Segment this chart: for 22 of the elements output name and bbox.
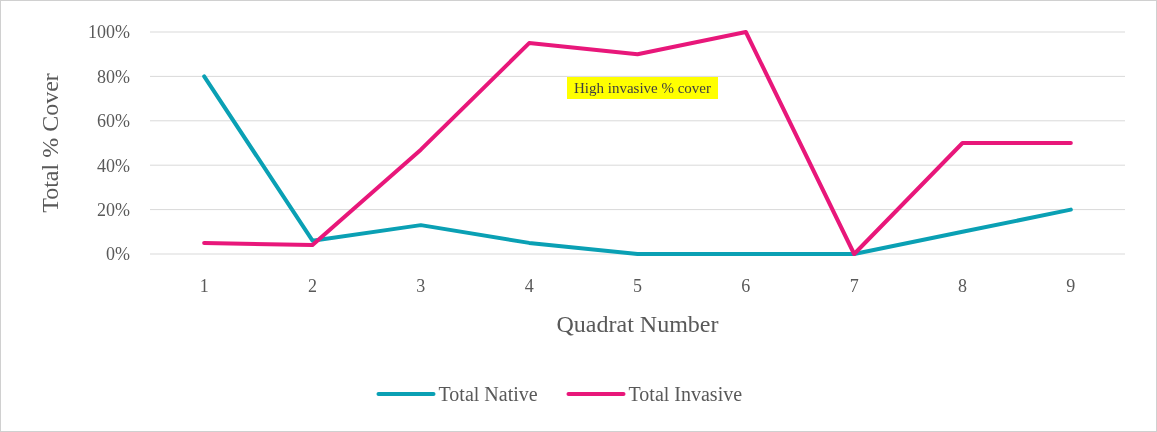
x-tick-label: 3 xyxy=(416,276,426,296)
y-tick-label: 20% xyxy=(97,199,130,220)
legend-label: Total Invasive xyxy=(628,383,743,405)
line-series xyxy=(202,74,1073,256)
annotation: High invasive % cover xyxy=(573,80,712,97)
legend-label: Total Native xyxy=(438,383,538,405)
y-axis-title: Total % Cover xyxy=(37,73,63,213)
y-tick-label: 40% xyxy=(97,155,130,176)
y-tick-label: 100% xyxy=(88,22,130,43)
x-tick-label: 7 xyxy=(849,276,859,296)
x-tick-label: 8 xyxy=(958,276,967,296)
y-tick-label: 60% xyxy=(97,111,130,132)
y-tick-label: 0% xyxy=(106,244,130,265)
x-tick-label: 6 xyxy=(741,276,751,296)
line-series xyxy=(202,30,1073,256)
x-tick-label: 9 xyxy=(1066,276,1076,296)
x-tick-label: 2 xyxy=(308,276,317,296)
x-axis-title: Quadrat Number xyxy=(556,311,719,337)
x-tick-label: 1 xyxy=(199,276,209,296)
x-tick-label: 4 xyxy=(524,276,534,296)
y-tick-label: 80% xyxy=(97,66,130,87)
x-tick-label: 5 xyxy=(633,276,642,296)
